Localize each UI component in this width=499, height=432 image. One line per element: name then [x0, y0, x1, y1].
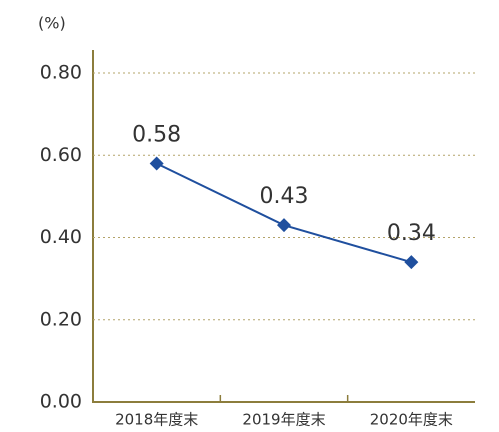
y-tick-label: 0.20	[40, 308, 82, 330]
y-tick-label: 0.40	[40, 226, 82, 248]
x-tick-label: 2018年度末	[115, 411, 198, 429]
line	[156, 162, 412, 264]
data-label: 0.58	[132, 122, 181, 147]
marker	[277, 218, 291, 233]
y-tick-label: 0.60	[40, 144, 82, 166]
y-tick-label: 0.00	[40, 391, 82, 413]
y-axis-label: (%)	[38, 14, 66, 33]
x-tick-label: 2019年度末	[242, 411, 325, 429]
x-tick-label: 2020年度末	[370, 411, 453, 429]
data-label: 0.43	[260, 184, 309, 209]
y-tick-label: 0.80	[40, 62, 82, 84]
data-label: 0.34	[387, 221, 436, 246]
marker	[404, 255, 419, 270]
marker	[149, 156, 164, 171]
